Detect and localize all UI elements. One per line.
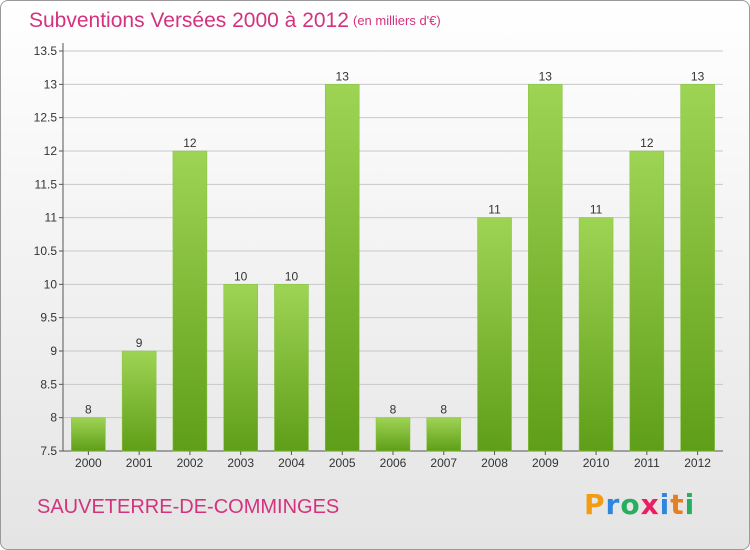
y-tick-label: 13.5 xyxy=(34,44,58,58)
data-label: 11 xyxy=(488,203,501,217)
data-label: 10 xyxy=(285,269,299,283)
bar-2003 xyxy=(223,284,258,452)
data-label: 9 xyxy=(136,336,143,350)
logo-letter: i xyxy=(684,488,696,521)
bar-2000 xyxy=(71,417,106,452)
axes xyxy=(59,43,723,455)
logo-letter: x xyxy=(640,488,660,521)
logo-letter: i xyxy=(659,488,671,521)
data-label: 8 xyxy=(440,403,447,417)
bar-2010 xyxy=(578,217,614,452)
bar-2007 xyxy=(426,417,462,452)
y-tick-label: 12 xyxy=(44,144,58,158)
grid-lines xyxy=(63,50,723,452)
y-tick-label: 10 xyxy=(44,277,58,291)
bar-2008 xyxy=(477,217,512,452)
bar-2006 xyxy=(375,417,411,452)
x-tick-label: 2000 xyxy=(75,456,102,470)
y-tick-label: 9.5 xyxy=(40,311,57,325)
y-tick-label: 8 xyxy=(50,411,57,425)
x-tick-label: 2008 xyxy=(481,456,508,470)
y-tick-label: 10.5 xyxy=(34,244,58,258)
y-tick-label: 11 xyxy=(45,211,58,225)
x-tick-label: 2004 xyxy=(278,456,305,470)
data-label: 8 xyxy=(390,403,397,417)
logo-letter: o xyxy=(620,488,641,521)
y-tick-label: 7.5 xyxy=(40,444,57,458)
bars xyxy=(71,84,715,452)
y-tick-label: 9 xyxy=(50,344,57,358)
data-label: 13 xyxy=(691,69,705,83)
x-tick-label: 2005 xyxy=(329,456,356,470)
x-tick-label: 2006 xyxy=(380,456,407,470)
data-label: 10 xyxy=(234,269,248,283)
bar-2011 xyxy=(629,150,665,452)
data-label: 12 xyxy=(183,136,197,150)
data-label: 8 xyxy=(85,403,92,417)
logo-letter: P xyxy=(584,488,606,521)
logo-letter: r xyxy=(605,488,621,521)
x-tick-label: 2001 xyxy=(126,456,153,470)
x-tick-label: 2002 xyxy=(177,456,204,470)
data-label: 13 xyxy=(539,69,553,83)
y-tick-label: 12.5 xyxy=(34,111,58,125)
bar-2005 xyxy=(324,84,360,452)
chart-unit: (en milliers d'€) xyxy=(353,13,441,28)
logo-letter: t xyxy=(670,488,685,521)
y-tick-label: 13 xyxy=(44,77,58,91)
x-tick-label: 2012 xyxy=(684,456,711,470)
x-tick-label: 2007 xyxy=(430,456,457,470)
data-label: 12 xyxy=(640,136,654,150)
y-tick-label: 11.5 xyxy=(35,177,58,191)
bar-2012 xyxy=(680,84,715,452)
labels: 7.5 8 8.5 9 9.5 10 10.5 11 11.5 12 12.5 13 13.5 2000 8… xyxy=(34,44,712,470)
x-tick-label: 2009 xyxy=(532,456,559,470)
x-tick-label: 2003 xyxy=(227,456,254,470)
bar-2002 xyxy=(172,150,208,452)
bar-2001 xyxy=(121,350,157,452)
data-label: 11 xyxy=(590,203,603,217)
proxiti-logo: Proxiti xyxy=(584,488,695,521)
place-name: SAUVETERRE-DE-COMMINGES xyxy=(37,496,340,518)
x-tick-label: 2011 xyxy=(634,456,660,470)
x-tick-label: 2010 xyxy=(583,456,610,470)
bar-2004 xyxy=(274,284,309,452)
data-label: 13 xyxy=(336,69,350,83)
y-tick-label: 8.5 xyxy=(40,377,57,391)
bar-2009 xyxy=(528,84,563,452)
chart-title: Subventions Versées 2000 à 2012 xyxy=(29,9,349,32)
